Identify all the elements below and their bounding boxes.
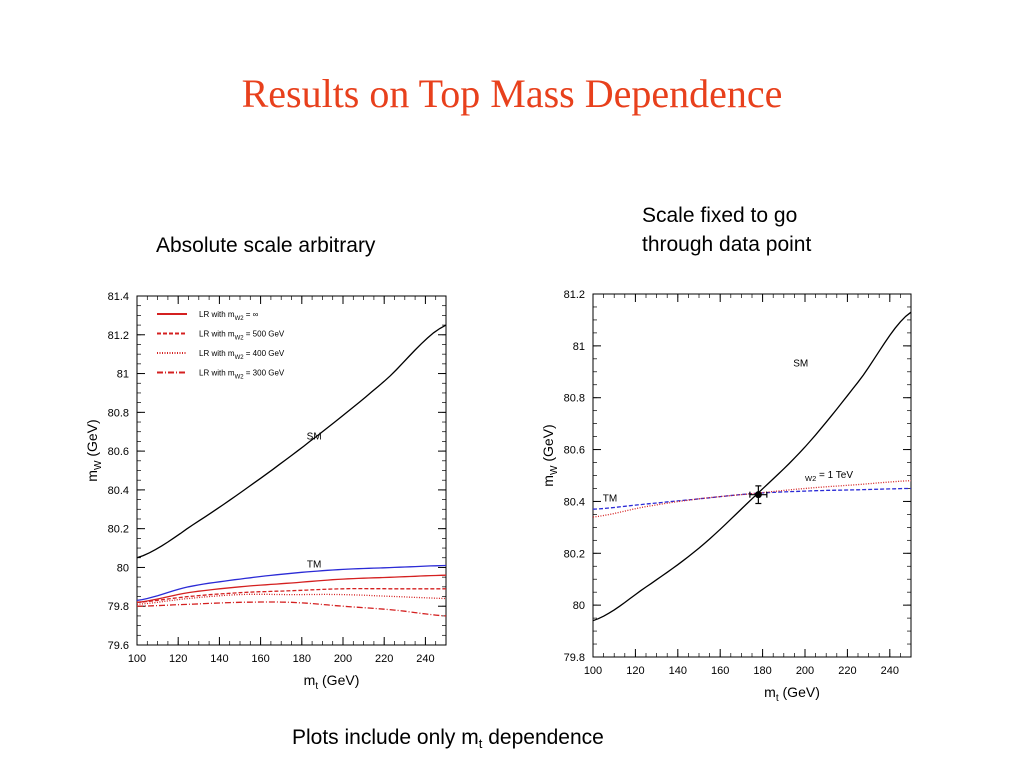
- curve-label-sm: SM: [307, 431, 322, 442]
- x-axis-title: mt (GeV): [764, 684, 820, 704]
- x-tick-label: 140: [669, 665, 687, 677]
- x-tick-label: 180: [753, 665, 771, 677]
- x-tick-label: 200: [334, 653, 352, 665]
- y-tick-label: 80.8: [564, 393, 585, 405]
- right-plot-caption: Scale fixed to go through data point: [642, 201, 811, 259]
- y-axis-title: mW (GeV): [540, 424, 560, 486]
- y-tick-label: 79.8: [108, 601, 129, 613]
- x-tick-label: 220: [838, 665, 856, 677]
- y-tick-label: 80.6: [564, 445, 585, 457]
- y-tick-label: 80.8: [108, 407, 129, 419]
- series-line-lr-with-m-w2-300-gev: [136, 601, 447, 617]
- y-tick-label: 80.2: [108, 524, 129, 536]
- footer-suffix: dependence: [482, 726, 604, 749]
- y-tick-label: 80.6: [108, 446, 129, 458]
- data-point-marker: [754, 491, 762, 499]
- x-tick-label: 180: [293, 653, 311, 665]
- y-tick-label: 80.4: [564, 496, 585, 508]
- y-tick-label: 80: [117, 562, 129, 574]
- x-tick-label: 140: [210, 653, 228, 665]
- y-tick-label: 79.6: [108, 640, 129, 652]
- footer-subscript: t: [478, 736, 483, 751]
- curve-label-lr: W2 = 1 TeV: [805, 470, 853, 483]
- chart-2: 100 120 140 160 180 200 220 240 79.8 80 80.2 80.4 80…: [540, 289, 912, 704]
- x-tick-label: 120: [169, 653, 187, 665]
- y-tick-label: 80.4: [108, 485, 129, 497]
- legend-label: LR with mW2 = 300 GeV: [199, 369, 285, 381]
- x-tick-label: 240: [881, 665, 899, 677]
- x-tick-label: 120: [626, 665, 644, 677]
- plot-frame: [136, 295, 447, 646]
- y-tick-label: 81.2: [564, 289, 585, 301]
- right-caption-line1: Scale fixed to go: [642, 204, 798, 227]
- curve-label-tm: TM: [307, 559, 321, 570]
- x-tick-label: 100: [128, 653, 146, 665]
- y-tick-label: 81: [117, 369, 129, 381]
- y-tick-label: 80: [573, 600, 585, 612]
- y-tick-label: 81.4: [108, 291, 129, 303]
- plot-frame: [592, 293, 912, 658]
- x-tick-label: 160: [711, 665, 729, 677]
- y-tick-label: 81: [573, 341, 585, 353]
- series-line-lr-with-m-w2-1-tev: [592, 480, 912, 518]
- series-line-sm: [592, 311, 912, 622]
- curve-label-sm: SM: [793, 359, 808, 370]
- series-line-lr-with-m-w2-: [136, 574, 447, 603]
- y-tick-label: 80.2: [564, 548, 585, 560]
- legend-label: LR with mW2 = 500 GeV: [199, 330, 285, 342]
- y-axis-title: mW (GeV): [84, 419, 104, 481]
- footer-note: Plots include only mt dependence: [292, 726, 604, 751]
- curve-label-tm: TM: [603, 493, 617, 504]
- legend-label: LR with mW2 = ∞: [199, 310, 259, 322]
- series-line-sm: [136, 324, 447, 559]
- x-tick-label: 220: [375, 653, 393, 665]
- legend-label: LR with mW2 = 400 GeV: [199, 349, 285, 361]
- x-tick-label: 160: [251, 653, 269, 665]
- right-caption-line2: through data point: [642, 233, 812, 256]
- x-tick-label: 240: [416, 653, 434, 665]
- y-tick-label: 81.2: [108, 330, 129, 342]
- x-tick-label: 100: [584, 665, 602, 677]
- y-tick-label: 79.8: [564, 652, 585, 664]
- footer-prefix: Plots include only m: [292, 726, 479, 749]
- left-plot-caption: Absolute scale arbitrary: [156, 234, 376, 257]
- x-tick-label: 200: [796, 665, 814, 677]
- chart-1: 100 120 140 160 180 200 220 240 79.6 79.8 80 80.2 80…: [84, 291, 447, 692]
- series-line-lr-with-m-w2-500-gev: [136, 587, 446, 603]
- x-axis-title: mt (GeV): [304, 672, 360, 692]
- series-line-tm: [136, 564, 447, 602]
- slide-title: Results on Top Mass Dependence: [241, 71, 783, 116]
- series-line-lr-with-m-w2-400-gev: [136, 593, 447, 605]
